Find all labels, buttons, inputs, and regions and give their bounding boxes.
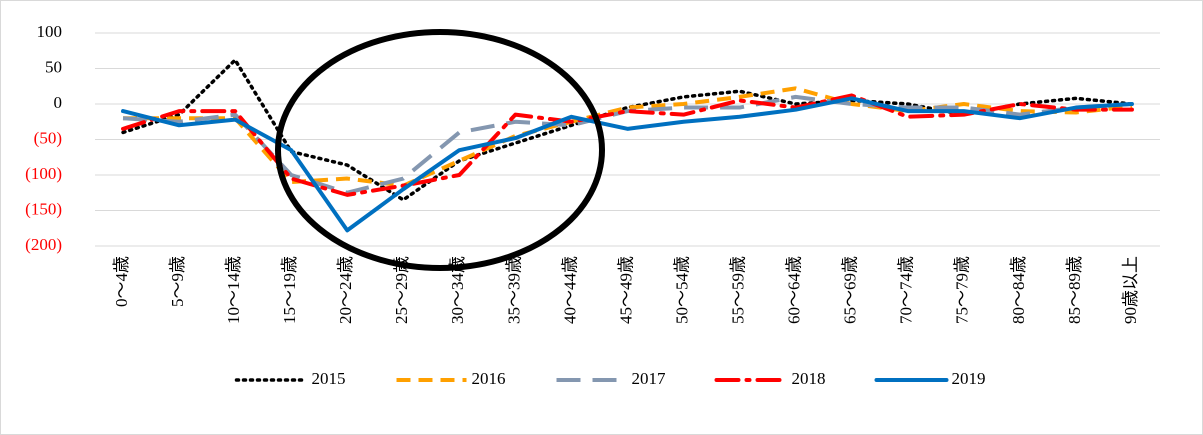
x-tick-label: 75～79歳 bbox=[953, 256, 972, 324]
x-tick-label: 25～29歳 bbox=[392, 256, 411, 324]
series-line bbox=[121, 96, 1134, 233]
x-tick-label: 10～14歳 bbox=[224, 256, 243, 324]
y-tick-label: 50 bbox=[45, 57, 62, 76]
x-tick-label: 0～4歳 bbox=[112, 256, 131, 307]
highlight-ellipse bbox=[275, 29, 605, 271]
series-line bbox=[122, 94, 1133, 195]
y-tick-label: (200) bbox=[25, 235, 62, 254]
x-tick-label: 45～49歳 bbox=[616, 256, 635, 324]
y-tick-label: (50) bbox=[34, 128, 62, 147]
legend-label: 2016 bbox=[472, 369, 506, 388]
x-tick-label: 20～24歳 bbox=[336, 256, 355, 324]
y-tick-label: (100) bbox=[25, 164, 62, 183]
x-tick-label: 85～89歳 bbox=[1065, 256, 1084, 324]
y-tick-label: 100 bbox=[37, 22, 63, 41]
x-tick-label: 65～69歳 bbox=[841, 256, 860, 324]
x-tick-label: 35～39歳 bbox=[504, 256, 523, 324]
legend-label: 2017 bbox=[632, 369, 667, 388]
x-tick-label: 50～54歳 bbox=[672, 256, 691, 324]
x-tick-label: 15～19歳 bbox=[280, 256, 299, 324]
x-tick-label: 60～64歳 bbox=[785, 256, 804, 324]
series-line bbox=[121, 93, 1134, 197]
legend-label: 2015 bbox=[312, 369, 346, 388]
legend-label: 2019 bbox=[952, 369, 986, 388]
plot bbox=[121, 58, 1134, 233]
series-line bbox=[123, 86, 1133, 188]
x-tick-label: 80～84歳 bbox=[1009, 256, 1028, 324]
x-tick-label: 90歳以上 bbox=[1121, 256, 1140, 324]
x-tick-label: 30～34歳 bbox=[448, 256, 467, 324]
x-tick-label: 5～9歳 bbox=[168, 256, 187, 307]
legend-label: 2018 bbox=[792, 369, 826, 388]
x-tick-label: 70～74歳 bbox=[897, 256, 916, 324]
y-tick-label: (150) bbox=[25, 199, 62, 218]
x-tick-label: 55～59歳 bbox=[729, 256, 748, 324]
y-tick-label: 0 bbox=[54, 93, 63, 112]
x-tick-label: 40～44歳 bbox=[560, 256, 579, 324]
